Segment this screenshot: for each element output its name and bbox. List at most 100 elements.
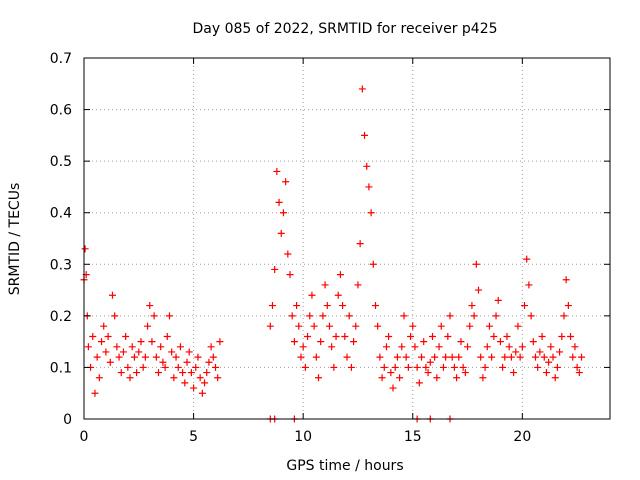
data-point — [422, 363, 430, 371]
data-point — [391, 363, 399, 371]
axis-ticks: 0 0.1 0.2 0.3 0.4 0.5 0.6 0.7 0 5 10 15 20 — [50, 51, 610, 445]
data-point — [268, 302, 276, 310]
data-point — [172, 353, 180, 361]
data-point — [389, 384, 397, 392]
data-point — [437, 322, 445, 330]
y-tick-label: 0.6 — [50, 103, 72, 119]
data-point — [207, 343, 215, 351]
data-point — [341, 332, 349, 340]
data-point — [549, 353, 557, 361]
data-point — [321, 281, 329, 289]
data-point — [420, 338, 428, 346]
data-point — [448, 353, 456, 361]
x-tick-label: 5 — [189, 429, 198, 445]
data-point — [328, 343, 336, 351]
data-point — [212, 363, 219, 371]
data-point — [352, 322, 360, 330]
data-point — [102, 348, 110, 356]
data-point — [575, 369, 583, 377]
data-point — [393, 353, 401, 361]
data-point — [424, 369, 432, 377]
data-point — [356, 240, 364, 248]
data-point — [89, 332, 97, 340]
data-point — [365, 183, 373, 191]
data-point — [150, 312, 158, 320]
data-point — [400, 312, 408, 320]
data-point — [113, 343, 121, 351]
data-point — [201, 379, 209, 387]
data-point — [477, 353, 485, 361]
data-point — [466, 322, 474, 330]
data-point — [560, 312, 568, 320]
y-tick-label: 0 — [63, 412, 72, 428]
data-point — [135, 348, 143, 356]
data-point — [192, 363, 200, 371]
data-point — [124, 363, 132, 371]
data-point — [404, 363, 412, 371]
data-point — [556, 348, 564, 356]
data-point — [84, 343, 92, 351]
data-point — [295, 322, 303, 330]
data-point — [547, 343, 555, 351]
data-point — [578, 353, 586, 361]
data-point — [315, 374, 323, 382]
data-point — [266, 322, 274, 330]
data-point — [334, 291, 342, 299]
data-point — [185, 348, 193, 356]
data-point — [494, 296, 502, 304]
data-point — [538, 332, 546, 340]
data-point — [507, 353, 515, 361]
data-point — [490, 332, 498, 340]
data-point — [418, 353, 426, 361]
data-point — [571, 343, 579, 351]
data-point — [435, 343, 443, 351]
data-point — [271, 265, 279, 273]
data-point — [446, 312, 454, 320]
data-point — [183, 358, 191, 366]
data-point — [304, 332, 312, 340]
data-point — [385, 332, 393, 340]
grid — [84, 58, 610, 419]
data-point — [100, 322, 108, 330]
data-point — [91, 389, 99, 397]
data-point — [459, 363, 467, 371]
data-point — [203, 369, 211, 377]
data-point — [332, 332, 340, 340]
data-point — [444, 332, 452, 340]
data-point — [455, 353, 463, 361]
data-point — [277, 229, 285, 237]
data-point — [165, 312, 173, 320]
y-axis-title: SRMTID / TECUs — [7, 183, 23, 296]
data-point — [492, 312, 500, 320]
data-point — [319, 312, 327, 320]
data-point — [402, 353, 410, 361]
data-point — [516, 353, 524, 361]
y-tick-label: 0.2 — [50, 309, 72, 325]
data-point — [542, 369, 550, 377]
data-point — [157, 343, 165, 351]
data-point — [442, 353, 450, 361]
y-tick-label: 0.7 — [50, 51, 72, 67]
data-point — [119, 348, 127, 356]
data-point — [168, 348, 176, 356]
data-point — [144, 322, 152, 330]
data-point — [567, 332, 575, 340]
plot-frame — [83, 57, 611, 420]
data-point — [216, 338, 224, 346]
y-tick-label: 0.5 — [50, 154, 72, 170]
data-point — [306, 312, 314, 320]
data-point — [282, 178, 290, 186]
data-point — [521, 302, 529, 310]
data-point — [290, 338, 298, 346]
data-point — [569, 353, 577, 361]
data-point — [115, 353, 123, 361]
data-point — [415, 379, 423, 387]
data-point — [275, 198, 283, 206]
data-point — [148, 338, 156, 346]
x-tick-label: 10 — [294, 429, 312, 445]
data-point — [81, 245, 89, 253]
data-point — [479, 374, 487, 382]
data-point — [170, 374, 178, 382]
data-point — [146, 302, 154, 310]
